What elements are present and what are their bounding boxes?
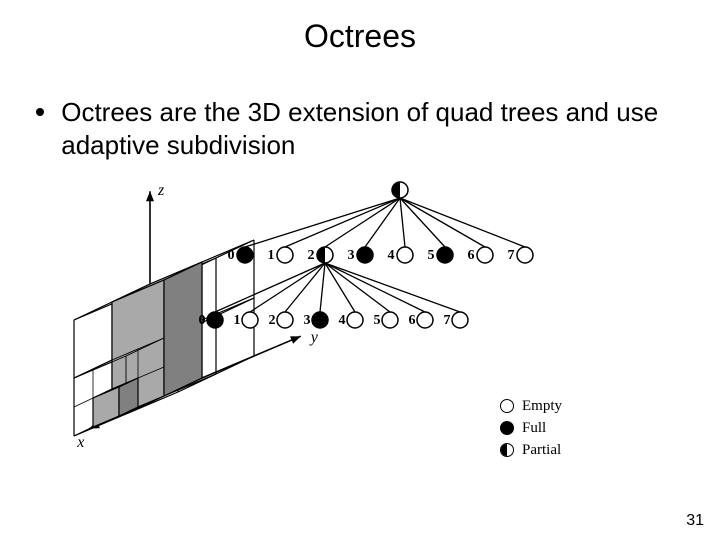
legend-row-partial: Partial (500, 439, 562, 461)
svg-text:5: 5 (428, 248, 435, 263)
page-number: 31 (686, 512, 704, 530)
partial-node-icon (500, 443, 514, 457)
svg-text:3: 3 (304, 313, 311, 328)
svg-text:6: 6 (468, 248, 475, 263)
empty-node-icon (500, 399, 514, 413)
svg-text:1: 1 (234, 313, 241, 328)
svg-text:5: 5 (374, 313, 381, 328)
svg-text:x: x (76, 434, 84, 451)
legend-label: Partial (522, 442, 561, 459)
svg-text:3: 3 (348, 248, 355, 263)
legend-label: Full (522, 420, 546, 437)
slide: Octrees Octrees are the 3D extension of … (0, 0, 720, 540)
svg-text:0: 0 (199, 313, 206, 328)
svg-text:7: 7 (444, 313, 451, 328)
bullet-dot-icon (36, 108, 44, 116)
figure-area: xyz 0123456701234567 Empty Full Partial (60, 180, 660, 480)
bullet-text: Octrees are the 3D extension of quad tre… (61, 96, 661, 161)
svg-text:4: 4 (339, 313, 346, 328)
full-node-icon (500, 421, 514, 435)
svg-text:0: 0 (228, 248, 235, 263)
legend: Empty Full Partial (500, 395, 562, 461)
legend-row-empty: Empty (500, 395, 562, 417)
svg-text:7: 7 (508, 248, 515, 263)
svg-text:2: 2 (269, 313, 276, 328)
legend-label: Empty (522, 398, 562, 415)
svg-text:2: 2 (308, 248, 315, 263)
svg-text:6: 6 (409, 313, 416, 328)
legend-row-full: Full (500, 417, 562, 439)
slide-title: Octrees (0, 18, 720, 55)
bullet-row: Octrees are the 3D extension of quad tre… (36, 96, 676, 161)
tree-diagram: 0 1 2 3 4 5 6 7 0 1 2 3 4 5 6 7 (60, 180, 700, 380)
svg-text:1: 1 (268, 248, 275, 263)
svg-text:4: 4 (388, 248, 395, 263)
